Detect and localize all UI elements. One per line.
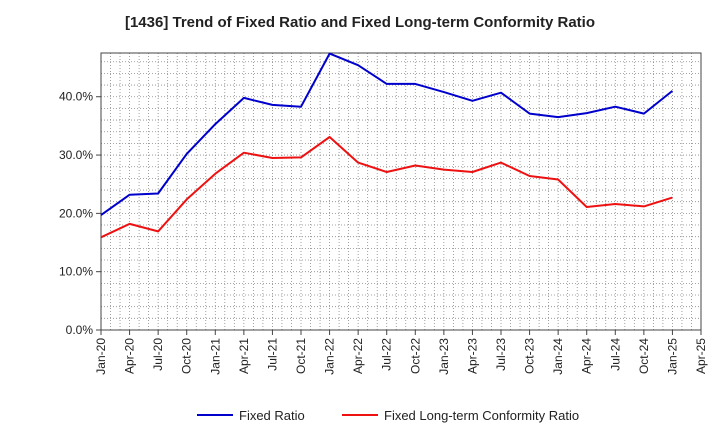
x-tick-label: Apr-25: [694, 338, 708, 374]
chart-title: [1436] Trend of Fixed Ratio and Fixed Lo…: [124, 14, 596, 31]
x-tick-label: Jan-22: [323, 338, 337, 375]
x-tick-label: Jul-23: [494, 338, 508, 371]
x-tick-label: Jul-20: [151, 338, 165, 371]
y-tick-label: 40.0%: [59, 90, 93, 104]
x-tick-label: Oct-23: [523, 338, 537, 374]
x-tick-label: Apr-20: [123, 338, 137, 374]
legend: Fixed Ratio Fixed Long-term Conformity Ra…: [197, 408, 579, 423]
x-tick-label: Oct-24: [637, 338, 651, 374]
y-tick-label: 10.0%: [59, 265, 93, 279]
x-tick-label: Jan-25: [665, 338, 679, 375]
x-tick-label: Oct-22: [408, 338, 422, 374]
legend-label: Fixed Ratio: [239, 408, 305, 423]
y-tick-label: 0.0%: [66, 323, 94, 337]
series-lines: [100, 52, 674, 239]
plot-area: [101, 53, 701, 330]
x-tick-label: Jan-21: [208, 338, 222, 375]
plot-frame: [100, 52, 702, 331]
x-tick-label: Apr-24: [580, 338, 594, 374]
y-tick-label: 30.0%: [59, 148, 93, 162]
x-tick-label: Jul-24: [608, 338, 622, 371]
x-tick-label: Jan-20: [94, 338, 108, 375]
x-tick-label: Apr-21: [237, 338, 251, 374]
x-axis: Jan-20 Apr-20 Jul-20 Oct-20 Jan-21 Apr-21 Jul-…: [94, 330, 708, 375]
legend-label: Fixed Long-term Conformity Ratio: [384, 408, 579, 423]
y-tick-label: 20.0%: [59, 206, 93, 220]
x-tick-label: Jul-22: [380, 338, 394, 371]
x-tick-label: Apr-23: [465, 338, 479, 374]
x-tick-label: Jan-23: [437, 338, 451, 375]
x-tick-label: Oct-20: [180, 338, 194, 374]
y-axis: 0.0% 10.0% 20.0% 30.0% 40.0%: [59, 90, 101, 337]
x-tick-label: Jan-24: [551, 338, 565, 375]
series-line-fixed-long-term-conformity-ratio: [100, 136, 673, 239]
x-tick-label: Oct-21: [294, 338, 308, 374]
series-line-fixed-ratio: [100, 52, 674, 216]
grid-lines: [101, 53, 701, 330]
x-tick-label: Apr-22: [351, 338, 365, 374]
x-tick-label: Jul-21: [265, 338, 279, 371]
